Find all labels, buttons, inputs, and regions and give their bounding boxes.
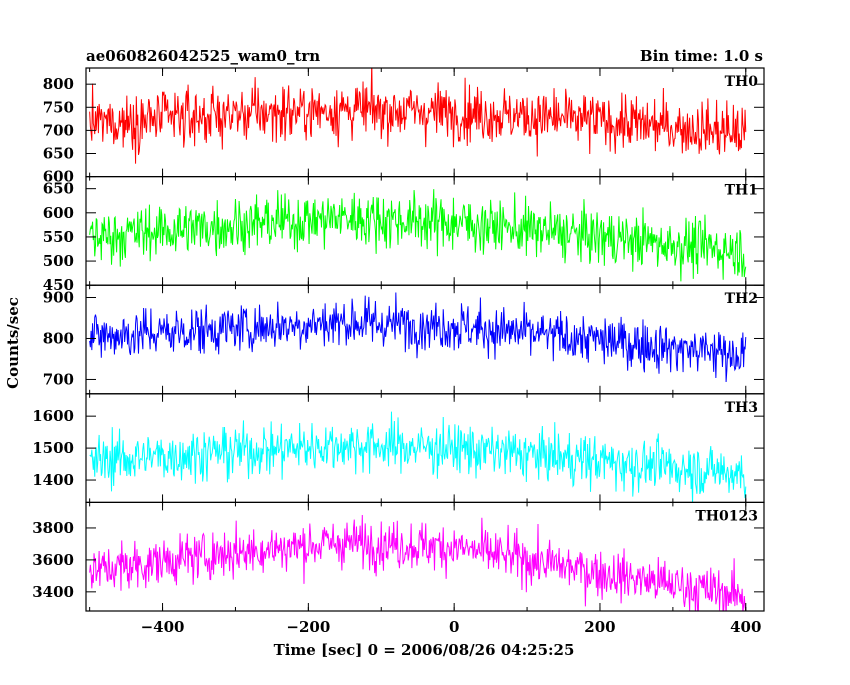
y-tick-label: 650 [43,144,74,162]
x-axis-label: Time [sec] 0 = 2006/08/26 04:25:25 [274,641,575,659]
y-tick-label: 600 [43,204,74,222]
y-tick-label: 3600 [32,551,74,569]
y-tick-label: 1500 [32,439,74,457]
bin-time-label: Bin time: 1.0 s [640,47,763,65]
panel-frame-th0123 [85,501,765,612]
y-tick-label: 800 [43,329,74,347]
observation-title: ae060826042525_wam0_trn [86,47,320,65]
series-line-th0 [89,68,747,164]
y-tick-label: 1400 [32,471,74,489]
y-tick-label: 700 [43,121,74,139]
x-tick-label: 0 [449,618,459,636]
y-tick-label: 3800 [32,519,74,537]
y-tick-label: 3400 [32,583,74,601]
y-axis-label: Counts/sec [4,297,22,389]
y-tick-label: 700 [43,370,74,388]
series-line-th2 [89,292,747,383]
x-tick-label: 400 [730,618,761,636]
x-tick-label: 200 [584,618,615,636]
panel-label-th1: TH1 [725,183,758,199]
series-line-th3 [89,411,747,503]
panel-label-th2: TH2 [725,291,758,307]
y-tick-label: 1600 [32,407,74,425]
y-tick-label: 450 [43,276,74,294]
y-tick-label: 600 [43,168,74,186]
y-tick-label: 550 [43,228,74,246]
x-tick-label: −200 [286,618,330,636]
panel-label-th0: TH0 [725,74,759,90]
y-tick-label: 500 [43,252,74,270]
y-tick-label: 900 [43,288,74,306]
panel-label-th0123: TH0123 [695,508,758,524]
panel-label-th3: TH3 [725,400,758,416]
y-tick-label: 750 [43,98,74,116]
x-tick-label: −400 [141,618,185,636]
y-tick-label: 800 [43,75,74,93]
series-line-th0123 [89,514,747,611]
series-line-th1 [89,189,747,282]
y-tick-label: 650 [43,180,74,198]
